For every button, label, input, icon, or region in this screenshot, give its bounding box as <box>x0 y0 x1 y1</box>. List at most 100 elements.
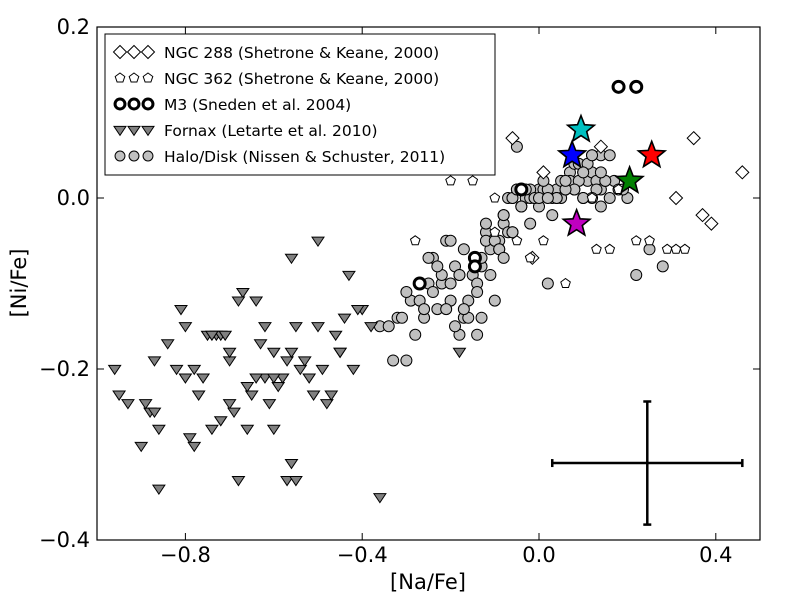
highlight-star-0 <box>565 113 597 143</box>
data-point-series-2 <box>611 79 626 94</box>
data-point-series-1 <box>670 243 682 254</box>
data-point-series-3 <box>284 253 299 265</box>
data-point-series-0 <box>593 139 609 154</box>
data-point-series-1 <box>524 252 536 263</box>
legend-marker-0 <box>112 44 128 60</box>
data-point-series-4 <box>515 200 528 213</box>
data-point-series-3 <box>182 433 197 444</box>
legend-marker-3 <box>113 125 127 137</box>
data-point-series-3 <box>275 373 290 384</box>
highlight-star-2 <box>636 139 668 169</box>
data-point-series-3 <box>174 305 188 316</box>
data-point-series-4 <box>484 268 497 281</box>
series-3 <box>107 236 467 504</box>
legend-marker-4 <box>114 150 126 162</box>
data-point-series-1 <box>467 175 479 186</box>
data-point-series-4 <box>603 149 616 162</box>
data-point-series-3 <box>138 399 153 410</box>
data-point-series-3 <box>227 407 241 419</box>
data-point-series-2 <box>629 79 644 94</box>
data-point-series-1 <box>489 192 501 203</box>
legend-marker-2 <box>127 97 141 111</box>
data-point-series-4 <box>426 286 439 299</box>
data-point-series-1 <box>511 235 523 246</box>
data-point-series-4 <box>431 260 444 273</box>
x-axis-label: [Na/Fe] <box>390 570 466 594</box>
data-point-series-3 <box>280 356 294 367</box>
y-tick-label: −0.2 <box>39 357 90 381</box>
data-point-series-4 <box>603 192 616 204</box>
data-point-series-3 <box>178 373 193 384</box>
data-point-series-3 <box>293 364 308 376</box>
data-point-series-4 <box>656 260 669 273</box>
y-axis-label: [Ni/Fe] <box>7 249 31 318</box>
legend-marker-0 <box>126 44 142 60</box>
data-point-series-3 <box>191 390 206 401</box>
data-point-series-4 <box>400 286 413 299</box>
data-point-series-3 <box>204 424 219 436</box>
data-point-series-3 <box>311 236 325 248</box>
data-point-series-3 <box>151 424 166 436</box>
data-point-series-3 <box>169 364 184 376</box>
data-point-series-0 <box>505 130 520 146</box>
data-point-series-0 <box>695 207 710 223</box>
data-point-series-2 <box>412 276 427 291</box>
data-point-series-0 <box>536 165 551 180</box>
data-point-series-4 <box>643 243 656 256</box>
data-point-series-3 <box>333 347 348 359</box>
data-point-series-4 <box>400 354 413 367</box>
data-point-series-3 <box>342 270 356 282</box>
legend-label-2: M3 (Sneden et al. 2004) <box>164 96 351 114</box>
data-point-series-3 <box>271 382 286 393</box>
data-point-series-4 <box>453 268 466 281</box>
data-point-series-1 <box>661 243 673 254</box>
x-tick-label: −0.4 <box>337 543 388 567</box>
series-0 <box>474 130 750 266</box>
data-point-series-3 <box>284 458 299 470</box>
data-point-series-3 <box>134 441 149 453</box>
data-point-series-4 <box>577 166 590 179</box>
legend: NGC 288 (Shetrone & Keane, 2000) NGC 362 … <box>104 33 496 176</box>
data-point-series-3 <box>178 322 193 333</box>
highlight-star-4 <box>561 207 593 237</box>
data-point-series-4 <box>471 286 484 299</box>
data-point-series-4 <box>541 192 554 204</box>
data-point-series-3 <box>187 441 202 453</box>
legend-label-0: NGC 288 (Shetrone & Keane, 2000) <box>164 44 439 62</box>
data-point-series-0 <box>704 216 719 231</box>
data-point-series-3 <box>258 373 272 384</box>
legend-marker-2 <box>141 97 155 111</box>
legend-marker-4 <box>128 150 140 162</box>
data-point-series-3 <box>266 373 281 384</box>
data-point-series-3 <box>372 493 387 504</box>
data-point-series-3 <box>112 390 127 401</box>
legend-entry-0: NGC 288 (Shetrone & Keane, 2000) <box>112 44 439 62</box>
data-point-series-1 <box>445 175 456 186</box>
data-point-series-1 <box>591 243 602 254</box>
plot-frame <box>96 26 761 541</box>
data-point-series-4 <box>457 243 470 256</box>
data-point-series-3 <box>107 364 122 376</box>
y-tick-label: 0.2 <box>57 15 90 39</box>
data-point-series-4 <box>422 251 435 264</box>
data-point-series-4 <box>559 174 572 187</box>
legend-entry-3: Fornax (Letarte et al. 2010) <box>113 122 378 140</box>
data-point-series-1 <box>644 235 655 246</box>
data-point-series-4 <box>586 149 599 162</box>
legend-entry-4: Halo/Disk (Nissen & Schuster, 2011) <box>114 148 445 166</box>
data-point-series-4 <box>479 217 492 230</box>
data-point-series-3 <box>302 373 317 384</box>
data-point-series-3 <box>121 399 135 410</box>
legend-label-3: Fornax (Letarte et al. 2010) <box>164 122 378 140</box>
data-point-series-3 <box>324 390 339 401</box>
series-2 <box>412 79 644 291</box>
data-point-series-3 <box>328 330 343 342</box>
legend-marker-2 <box>113 97 127 111</box>
data-point-series-4 <box>546 209 559 222</box>
data-point-series-3 <box>231 476 246 487</box>
data-point-series-4 <box>444 277 457 290</box>
data-point-series-4 <box>541 277 554 290</box>
data-point-series-4 <box>382 320 395 333</box>
data-point-series-3 <box>284 347 299 359</box>
